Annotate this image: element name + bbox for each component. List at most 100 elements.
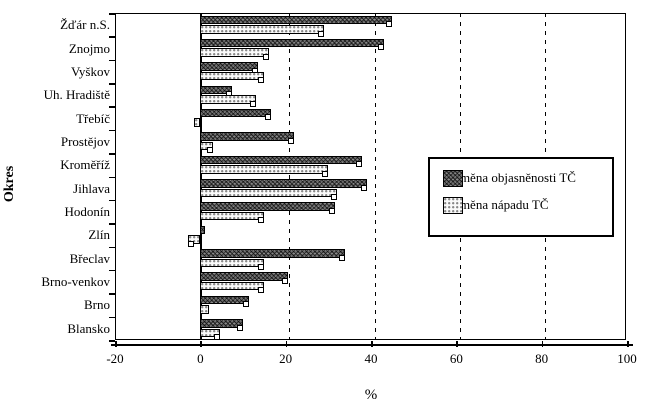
category-label: Blansko — [67, 320, 110, 336]
category-label: Třebíč — [76, 110, 110, 126]
legend-label: Změna nápadu TČ — [452, 197, 549, 212]
category-label: Zlín — [88, 227, 110, 243]
bar-dark — [200, 38, 384, 51]
category-tick — [109, 83, 115, 85]
bar-end-cap — [318, 30, 325, 37]
category-tick — [109, 246, 115, 249]
category-label: Vyškov — [70, 63, 110, 79]
category-label: Břeclav — [69, 250, 110, 266]
bar-end-cap — [328, 207, 335, 214]
bar-dark — [200, 15, 393, 27]
x-axis-title: % — [364, 387, 378, 403]
category-label: Brno-venkov — [41, 274, 110, 290]
bar-end-cap — [243, 301, 250, 308]
legend-entry-napad: Změna nápadu TČ — [443, 196, 612, 214]
bar-dark — [200, 319, 243, 331]
x-axis-tick-label: 40 — [364, 351, 378, 366]
bar-end-cap — [213, 334, 220, 341]
x-axis-tick-label: -20 — [106, 351, 124, 366]
bar-dark — [200, 179, 367, 191]
bar-light — [193, 118, 201, 127]
bar-light — [187, 235, 201, 247]
bar-light — [200, 258, 265, 271]
bar-end-cap — [356, 161, 363, 168]
bar-end-cap — [264, 114, 271, 121]
bar-end-cap — [377, 44, 384, 51]
bar-light — [200, 305, 209, 314]
bar-end-cap — [262, 53, 269, 60]
category-tick — [109, 316, 115, 319]
bar-dark — [200, 132, 295, 144]
bar-dark — [200, 295, 250, 308]
legend-label: Změna objasněnosti TČ — [452, 170, 576, 185]
bar-end-cap — [281, 277, 288, 284]
bar-light — [200, 95, 256, 107]
bar-dark — [200, 108, 271, 121]
category-tick — [109, 269, 115, 272]
category-label: Znojmo — [68, 40, 110, 56]
x-axis-tick-label: 80 — [535, 351, 549, 366]
bar-light — [200, 71, 265, 84]
category-label: Jihlava — [73, 180, 110, 196]
bar-light — [200, 165, 329, 177]
category-label: Hodonín — [64, 204, 111, 220]
category-tick — [109, 106, 115, 108]
bar-dark — [200, 225, 205, 235]
bar-light — [200, 188, 337, 200]
legend-swatch-light-icon — [443, 196, 463, 214]
bar-end-cap — [339, 254, 346, 261]
bar-dark — [200, 155, 363, 168]
category-tick — [109, 293, 115, 295]
category-tick — [109, 36, 115, 38]
category-tick — [109, 340, 115, 342]
bar-light — [200, 281, 265, 294]
category-tick — [109, 129, 115, 132]
bar-light — [200, 48, 269, 60]
bar-dark — [200, 62, 258, 74]
category-label: Prostějov — [60, 133, 110, 149]
axis-floor-line — [111, 344, 633, 346]
bar-end-cap — [288, 137, 295, 144]
legend: Změna objasněnosti TČ Změna nápadu TČ — [428, 157, 614, 237]
category-label: Brno — [84, 297, 110, 313]
category-tick — [109, 199, 115, 202]
bar-end-cap — [386, 21, 393, 27]
bar-end-cap — [187, 240, 194, 247]
bar-end-cap — [258, 264, 265, 271]
gridline — [289, 13, 291, 340]
bar-light — [200, 141, 214, 154]
gridline — [374, 13, 376, 340]
bar-end-cap — [330, 194, 337, 200]
legend-entry-objasnenost: Změna objasněnosti TČ — [443, 169, 612, 187]
bar-light — [200, 328, 220, 341]
category-tick — [109, 59, 115, 62]
bar-dark — [200, 272, 288, 284]
bar-end-cap — [236, 324, 243, 331]
category-label: Uh. Hradiště — [43, 87, 110, 103]
bar-dark — [200, 249, 346, 261]
x-axis-tick-label: 20 — [279, 351, 293, 366]
category-tick — [109, 13, 115, 15]
zero-axis-line — [200, 13, 202, 340]
category-label: Žďár n.S. — [60, 17, 110, 33]
category-tick — [109, 223, 115, 225]
bar-end-cap — [258, 77, 265, 84]
x-axis-tick-label: 100 — [617, 351, 637, 366]
bar-end-cap — [258, 217, 265, 224]
y-axis-title: Okres — [2, 165, 17, 203]
legend-swatch-dark-icon — [443, 169, 463, 187]
bar-end-cap — [258, 287, 265, 294]
category-tick — [109, 176, 115, 178]
bar-light — [200, 211, 265, 224]
bar-end-cap — [249, 100, 256, 107]
bar-end-cap — [322, 170, 329, 177]
bar-end-cap — [360, 184, 367, 191]
bar-dark — [200, 202, 335, 214]
x-axis-tick-label: 0 — [197, 351, 204, 366]
x-axis-tick-label: 60 — [449, 351, 463, 366]
bar-end-cap — [207, 147, 214, 154]
category-tick — [109, 153, 115, 155]
bar-dark — [200, 85, 233, 98]
category-label: Kroměříž — [60, 157, 110, 173]
